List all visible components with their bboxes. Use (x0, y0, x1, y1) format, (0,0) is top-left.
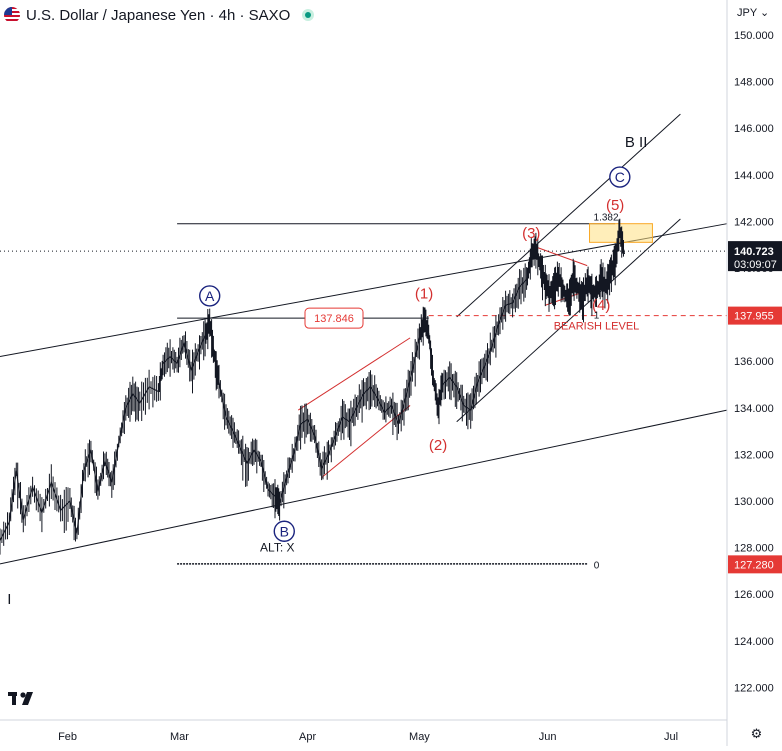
symbol-title: U.S. Dollar / Japanese Yen · 4h · SAXO (26, 6, 291, 24)
x-tick-label: May (409, 731, 430, 743)
y-tick-label: 144.000 (734, 170, 774, 182)
y-tick-label: 128.000 (734, 543, 774, 555)
wave-B-label: B (280, 523, 289, 539)
bearish-level-badge (728, 306, 782, 325)
y-tick-label: 148.000 (734, 77, 774, 89)
wave-1-label: (1) (415, 286, 433, 303)
wave-4-label: (4) (592, 297, 610, 314)
time-axis[interactable]: Feb Mar Apr May Jun Jul (58, 731, 678, 743)
y-tick-label: 126.000 (734, 589, 774, 601)
chevron-down-icon: ⌄ (760, 7, 770, 19)
fib-one-label: 1 (594, 311, 600, 322)
y-tick-label: 122.000 (734, 682, 774, 694)
symbol-header[interactable]: U.S. Dollar / Japanese Yen · 4h · SAXO (4, 4, 315, 26)
wave-B-label-circle (273, 520, 295, 542)
fib-zero-label: 0 (594, 560, 600, 571)
gear-icon[interactable]: ⚙ (750, 726, 763, 741)
wave-BII-label: B II (625, 134, 648, 151)
y-tick-label: 146.000 (734, 123, 774, 135)
countdown-value: 03:09:07 (734, 259, 777, 271)
wave-I-label: I (7, 591, 11, 608)
wave-3-label: (3) (522, 225, 540, 242)
level-value-label: 137.846 (314, 313, 354, 325)
x-tick-label: Jun (539, 731, 557, 743)
market-open-icon (302, 9, 315, 21)
outer-channel-lower[interactable] (0, 409, 728, 565)
x-tick-label: Jul (664, 731, 678, 743)
tradingview-logo (8, 692, 33, 705)
wave-A-label-circle (199, 285, 221, 307)
inner-channel-upper[interactable] (456, 113, 681, 318)
y-tick-label: 150.000 (734, 30, 774, 42)
last-price-value: 140.723 (734, 246, 774, 258)
alt-x-label: ALT: X (260, 541, 294, 555)
wave-C-label: C (615, 169, 625, 185)
wave-A-label: A (205, 288, 215, 304)
y-tick-label: 134.000 (734, 403, 774, 415)
usd-flag-icon (4, 7, 20, 23)
bearish-level-value: 137.955 (734, 311, 774, 323)
y-tick-label: 136.000 (734, 356, 774, 368)
y-tick-label: 142.000 (734, 216, 774, 228)
bearish-level-label: BEARISH LEVEL (554, 321, 640, 333)
low-price-value: 127.280 (734, 559, 774, 571)
x-tick-label: Mar (170, 731, 189, 743)
outer-channel-upper[interactable] (0, 223, 728, 357)
wave2-wedge-upper[interactable] (297, 337, 411, 411)
wave-5-label: (5) (606, 197, 624, 214)
fib-1382-label: 1.382 (594, 213, 619, 224)
last-price-badge (728, 241, 782, 272)
y-tick-label: 124.000 (734, 636, 774, 648)
inner-channel-lower[interactable] (456, 218, 681, 423)
wave-2-label: (2) (429, 437, 447, 454)
wave-C-label-circle (609, 166, 631, 188)
x-tick-label: Apr (299, 731, 316, 743)
x-tick-label: Feb (58, 731, 77, 743)
wave4-triangle-upper[interactable] (535, 246, 588, 267)
level-value-box[interactable] (304, 307, 364, 329)
price-axis[interactable]: 150.000148.000146.000144.000142.000140.0… (734, 30, 774, 694)
low-price-badge (728, 555, 782, 574)
y-tick-label: 132.000 (734, 449, 774, 461)
y-tick-label: 130.000 (734, 496, 774, 508)
currency-selector[interactable]: JPY ⌄ (737, 6, 769, 19)
currency-label: JPY (737, 7, 757, 19)
price-wicks (0, 218, 624, 555)
